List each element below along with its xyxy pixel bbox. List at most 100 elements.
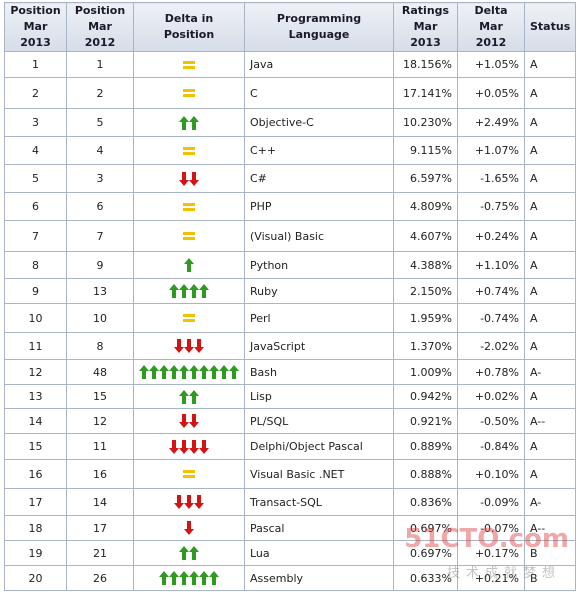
table-row: 6 6 PHP 4.809% -0.75% A <box>4 192 577 221</box>
table-cell: +0.10% <box>457 459 525 489</box>
table-cell: 4.388% <box>393 251 458 279</box>
table-row: 4 4 C++ 9.115% +1.07% A <box>4 136 577 165</box>
table-cell: Python <box>244 251 394 279</box>
table-cell: 10 <box>4 303 67 333</box>
delta-icon <box>183 232 195 240</box>
table-cell: -1.65% <box>457 164 525 193</box>
table-cell: A <box>523 251 577 279</box>
table-cell: C# <box>244 164 394 193</box>
header-text: Delta <box>474 4 508 17</box>
table-cell: A <box>523 108 577 137</box>
table-cell: PL/SQL <box>244 408 394 434</box>
delta-icon <box>183 314 195 322</box>
table-cell: Transact-SQL <box>244 488 394 516</box>
table-cell: 2 <box>66 77 134 109</box>
table-cell: 5 <box>4 164 67 193</box>
table-row: 3 5 Objective-C 10.230% +2.49% A <box>4 108 577 137</box>
table-cell: -0.84% <box>457 433 525 460</box>
table-cell: 11 <box>66 433 134 460</box>
table-cell: A <box>523 384 577 409</box>
table-cell: -0.09% <box>457 488 525 516</box>
table-cell: A <box>523 51 577 78</box>
table-cell: JavaScript <box>244 332 394 360</box>
table-cell: 0.697% <box>393 540 458 566</box>
delta-icon <box>179 389 199 404</box>
table-cell: 13 <box>66 278 134 304</box>
table-row: 1 1 Java 18.156% +1.05% A <box>4 51 577 78</box>
table-cell: A <box>523 459 577 489</box>
delta-icon <box>183 470 195 478</box>
delta-cell <box>133 488 245 516</box>
header-text: Mar 2013 <box>410 20 441 49</box>
header-text: Mar 2013 <box>20 20 51 49</box>
table-cell: +0.02% <box>457 384 525 409</box>
table-cell: 6.597% <box>393 164 458 193</box>
delta-icon <box>179 115 199 130</box>
table-cell: A <box>523 303 577 333</box>
delta-icon <box>183 202 195 211</box>
table-cell: 10.230% <box>393 108 458 137</box>
table-row: 15 11 Delphi/Object Pascal 0.889% -0.84% A <box>4 433 577 460</box>
table-cell: 6 <box>4 192 67 221</box>
table-cell: 16 <box>4 459 67 489</box>
table-cell: +1.10% <box>457 251 525 279</box>
delta-cell <box>133 136 245 165</box>
delta-icon <box>184 258 194 272</box>
delta-icon <box>159 571 219 585</box>
table-cell: 12 <box>66 408 134 434</box>
table-cell: 2 <box>4 77 67 109</box>
table-cell: A <box>523 164 577 193</box>
table-cell: 4.607% <box>393 220 458 252</box>
table-cell: 2.150% <box>393 278 458 304</box>
table-cell: Java <box>244 51 394 78</box>
table-cell: Ruby <box>244 278 394 304</box>
table-cell: +0.05% <box>457 77 525 109</box>
table-cell: B <box>523 540 577 566</box>
delta-icon <box>179 414 199 428</box>
delta-cell <box>133 77 245 109</box>
table-cell: 1 <box>4 51 67 78</box>
table-cell: C++ <box>244 136 394 165</box>
table-cell: 0.889% <box>393 433 458 460</box>
delta-icon <box>139 365 239 379</box>
table-cell: 6 <box>66 192 134 221</box>
delta-icon <box>174 495 204 509</box>
table-cell: 5 <box>66 108 134 137</box>
delta-icon <box>169 284 209 298</box>
table-row: 13 15 Lisp 0.942% +0.02% A <box>4 384 577 409</box>
table-cell: Lua <box>244 540 394 566</box>
table-cell: A <box>523 220 577 252</box>
table-row: 12 48 Bash 1.009% +0.78% A- <box>4 359 577 385</box>
delta-cell <box>133 51 245 78</box>
table-cell: 12 <box>4 359 67 385</box>
table-cell: 21 <box>66 540 134 566</box>
table-cell: 0.836% <box>393 488 458 516</box>
table-row: 2 2 C 17.141% +0.05% A <box>4 77 577 109</box>
table-cell: 15 <box>66 384 134 409</box>
table-row: 18 17 Pascal 0.697% -0.07% A-- <box>4 515 577 541</box>
table-cell: 14 <box>4 408 67 434</box>
table-cell: -2.02% <box>457 332 525 360</box>
delta-cell <box>133 433 245 460</box>
delta-cell <box>133 459 245 489</box>
table-cell: 0.633% <box>393 565 458 591</box>
column-header: Status <box>523 2 577 52</box>
table-cell: A <box>523 77 577 109</box>
table-row: 7 7 (Visual) Basic 4.607% +0.24% A <box>4 220 577 252</box>
delta-icon <box>169 439 209 454</box>
table-cell: A-- <box>523 515 577 541</box>
delta-cell <box>133 303 245 333</box>
table-row: 11 8 JavaScript 1.370% -2.02% A <box>4 332 577 360</box>
table-cell: 0.888% <box>393 459 458 489</box>
delta-icon <box>183 146 195 155</box>
table-cell: 10 <box>66 303 134 333</box>
column-header: Ratings Mar 2013 <box>393 2 458 52</box>
column-header: Programming Language <box>244 2 394 52</box>
table-cell: Pascal <box>244 515 394 541</box>
table-cell: Lisp <box>244 384 394 409</box>
delta-icon <box>174 339 204 353</box>
table-cell: +0.78% <box>457 359 525 385</box>
delta-cell <box>133 540 245 566</box>
table-cell: 14 <box>66 488 134 516</box>
